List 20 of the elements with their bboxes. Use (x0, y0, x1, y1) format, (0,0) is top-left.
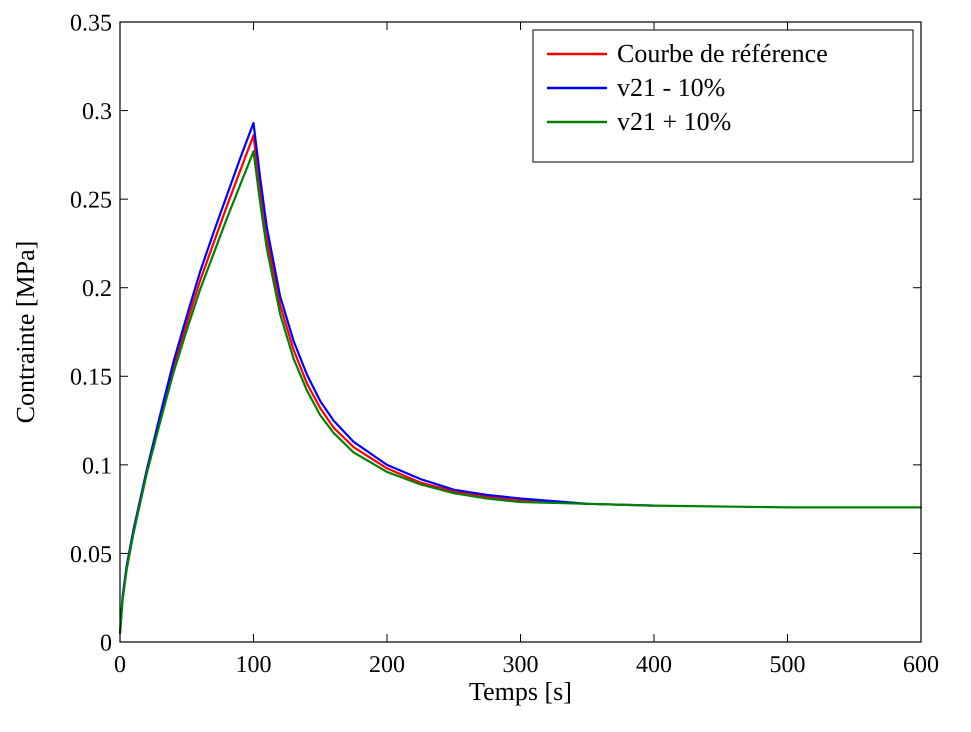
y-tick-label: 0.05 (70, 542, 112, 568)
x-tick-label: 300 (502, 652, 538, 678)
legend-label: v21 + 10% (617, 107, 732, 136)
y-axis-title: Contrainte [MPa] (11, 240, 40, 424)
y-tick-label: 0.2 (82, 276, 112, 302)
y-tick-label: 0.3 (82, 98, 112, 125)
x-axis-title: Temps [s] (469, 677, 572, 706)
y-tick-label: 0.15 (70, 364, 112, 391)
x-tick-label: 500 (770, 652, 806, 678)
x-tick-label: 600 (903, 652, 939, 678)
y-tick-label: 0.35 (70, 10, 112, 36)
x-tick-label: 400 (636, 652, 672, 678)
legend-label: v21 - 10% (617, 73, 726, 102)
y-tick-label: 0.25 (70, 188, 112, 214)
x-tick-label: 200 (369, 652, 405, 678)
x-tick-label: 100 (236, 652, 272, 678)
y-tick-label: 0 (100, 630, 112, 656)
y-tick-label: 0.1 (82, 453, 112, 480)
legend-label: Courbe de référence (617, 39, 828, 68)
line-series (118, 150, 922, 634)
